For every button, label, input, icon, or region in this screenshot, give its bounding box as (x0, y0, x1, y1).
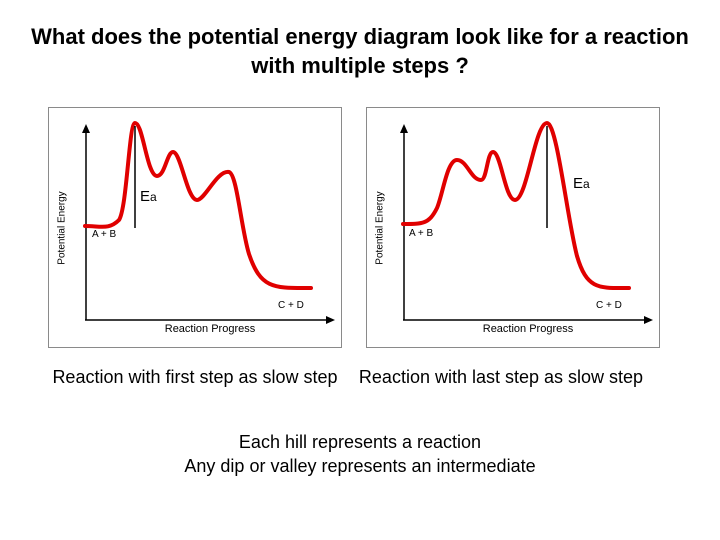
diagram-first-step-slow: Potential Energy A + B C + D Ea Reaction… (48, 107, 342, 348)
caption-first-step-slow: Reaction with first step as slow step (52, 367, 338, 387)
diagram-last-step-slow: Potential Energy A + B C + D Ea Reaction… (366, 107, 660, 348)
x-axis-arrowhead (326, 316, 335, 324)
y-axis-label: Potential Energy (374, 191, 386, 265)
page-title: What does the potential energy diagram l… (31, 24, 689, 78)
energy-diagram-graphic (400, 120, 653, 324)
y-axis-label: Potential Energy (56, 191, 68, 265)
x-axis-arrowhead (644, 316, 653, 324)
activation-energy-label: Ea (140, 188, 157, 205)
y-axis-arrowhead (400, 124, 408, 133)
energy-curve (83, 120, 313, 291)
x-axis-label: Reaction Progress (164, 323, 256, 335)
activation-energy-label: Ea (573, 175, 590, 192)
product-label: C + D (596, 300, 622, 311)
reactant-label: A + B (409, 228, 434, 239)
y-axis-arrowhead (82, 124, 90, 133)
caption-last-step-slow: Reaction with last step as slow step (358, 367, 644, 387)
note-valleys: Any dip or valley represents an intermed… (184, 456, 536, 476)
energy-diagram-graphic (82, 120, 335, 324)
x-axis-label: Reaction Progress (482, 323, 574, 335)
energy-curve (401, 120, 631, 291)
reactant-label: A + B (92, 229, 117, 240)
product-label: C + D (278, 300, 304, 311)
note-hills: Each hill represents a reaction (238, 432, 482, 452)
